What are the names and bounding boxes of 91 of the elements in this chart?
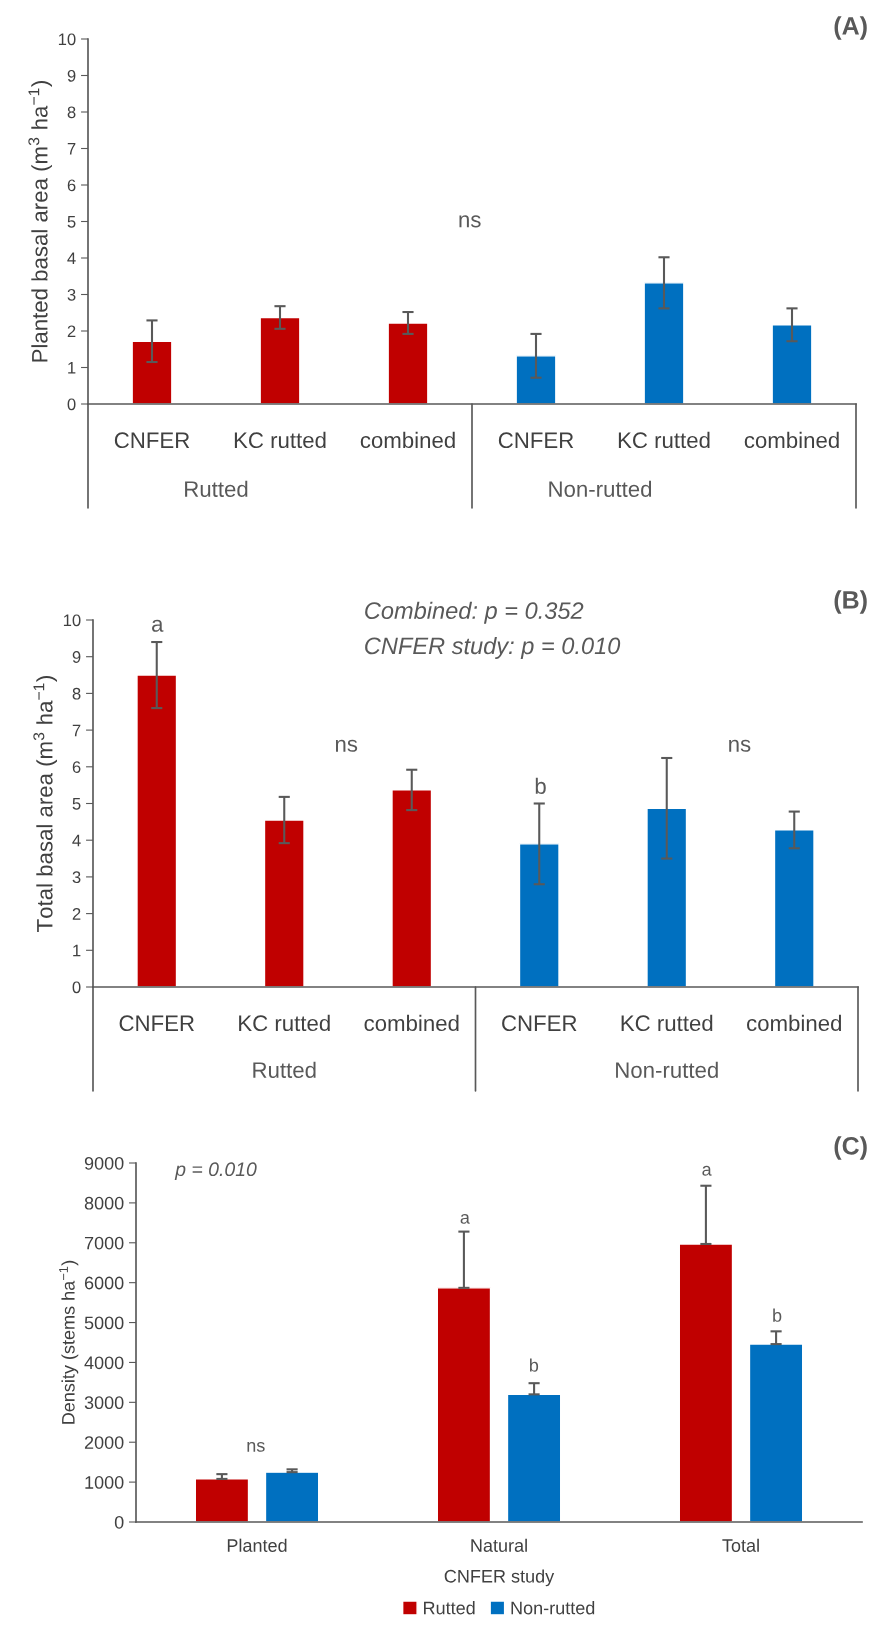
x-tick-label: Natural xyxy=(471,1538,527,1552)
legend-label: Rutted xyxy=(424,1601,475,1615)
y-tick-label: 4 xyxy=(67,252,76,265)
bar xyxy=(136,674,178,987)
bar xyxy=(131,340,173,404)
bar xyxy=(748,1343,804,1522)
bar xyxy=(678,1243,734,1522)
annotation: p = 0.010 xyxy=(174,1162,257,1180)
bar xyxy=(771,324,813,404)
legend-label: Non-rutted xyxy=(511,1601,595,1615)
y-tick-label: 2 xyxy=(67,325,76,338)
bar xyxy=(391,789,433,987)
annotation: CNFER study: p = 0.010 xyxy=(365,636,621,659)
annotation: ns xyxy=(729,739,751,752)
bar xyxy=(646,807,688,987)
bar xyxy=(259,316,301,404)
x-tick-label: combined xyxy=(360,431,455,449)
bar xyxy=(263,819,305,987)
x-tick-label: combined xyxy=(747,1014,841,1032)
y-tick-label: 3000 xyxy=(84,1396,124,1410)
y-tick-label: 4 xyxy=(72,834,81,847)
chart-title: (B) xyxy=(834,590,867,614)
bar xyxy=(773,829,815,987)
annotation: b xyxy=(773,1308,782,1322)
x-tick-label: KC rutted xyxy=(234,431,326,449)
chart-title: (C) xyxy=(834,1136,867,1160)
y-tick-label: 0 xyxy=(114,1515,124,1529)
bar xyxy=(387,322,429,404)
y-tick-label: 8 xyxy=(72,687,81,700)
y-tick-label: 2 xyxy=(72,908,81,920)
y-axis-title: Density (stems ha$^{−1}$) xyxy=(59,1260,79,1424)
text: Non-rutted xyxy=(549,480,652,497)
annotation: a xyxy=(702,1165,712,1176)
x-tick-label: CNFER xyxy=(502,1015,577,1032)
text: Non-rutted xyxy=(616,1061,718,1078)
y-tick-label: 8000 xyxy=(84,1196,124,1210)
y-tick-label: 0 xyxy=(67,398,76,411)
y-tick-label: 4000 xyxy=(84,1356,124,1370)
x-tick-label: KC rutted xyxy=(618,431,710,449)
y-tick-label: 10 xyxy=(58,33,76,46)
y-tick-label: 10 xyxy=(63,614,81,627)
x-tick-label: CNFER xyxy=(498,432,574,449)
annotation: Combined: p = 0.352 xyxy=(365,601,584,624)
y-tick-label: 9 xyxy=(72,651,81,663)
x-tick-label: combined xyxy=(744,431,839,449)
annotation: ns xyxy=(247,1441,265,1452)
y-tick-label: 3 xyxy=(72,871,81,884)
text: Rutted xyxy=(185,480,248,497)
y-tick-label: 2000 xyxy=(84,1436,124,1449)
text: Rutted xyxy=(253,1061,316,1078)
y-tick-label: 5 xyxy=(72,798,81,810)
y-tick-label: 7 xyxy=(72,724,81,737)
bar xyxy=(436,1287,492,1522)
annotation: b xyxy=(535,777,546,795)
y-tick-label: 6 xyxy=(67,179,76,192)
chart-title: (A) xyxy=(834,16,867,40)
annotation: ns xyxy=(335,739,358,752)
y-tick-label: 0 xyxy=(72,981,81,994)
x-tick-label: CNFER xyxy=(119,1015,194,1032)
y-tick-label: 3 xyxy=(67,288,76,301)
y-tick-label: 1 xyxy=(68,362,76,374)
y-tick-label: 9 xyxy=(67,69,76,82)
x-tick-label: CNFER xyxy=(114,432,190,449)
annotation: ns xyxy=(459,215,481,228)
y-tick-label: 7000 xyxy=(84,1236,124,1250)
x-axis-title: CNFER study xyxy=(444,1569,555,1587)
x-tick-label: KC rutted xyxy=(621,1014,713,1032)
bar xyxy=(194,1478,250,1522)
y-tick-label: 1000 xyxy=(85,1476,124,1489)
y-tick-label: 6000 xyxy=(84,1276,124,1290)
bar xyxy=(515,355,557,404)
y-tick-label: 6 xyxy=(72,761,81,773)
x-tick-label: combined xyxy=(364,1014,459,1032)
y-tick-label: 1 xyxy=(73,944,81,957)
y-tick-label: 5 xyxy=(67,216,76,228)
bar xyxy=(264,1471,320,1522)
y-tick-label: 5000 xyxy=(84,1316,124,1330)
x-tick-label: KC rutted xyxy=(239,1014,330,1032)
annotation: b xyxy=(529,1358,539,1372)
y-axis-title: Planted basal area (m$^{3}$ ha$^{−1}$) xyxy=(28,81,53,362)
annotation: a xyxy=(152,619,164,632)
x-tick-label: Planted xyxy=(227,1538,287,1552)
y-tick-label: 9000 xyxy=(84,1156,124,1170)
annotation: a xyxy=(460,1213,470,1224)
bar xyxy=(506,1393,562,1522)
x-tick-label: Total xyxy=(722,1538,759,1552)
y-axis-title: Total basal area (m$^{3}$ ha$^{−1}$) xyxy=(33,676,58,932)
bar xyxy=(643,282,685,404)
y-tick-label: 7 xyxy=(67,143,76,155)
bar xyxy=(518,843,560,987)
y-tick-label: 8 xyxy=(67,106,76,119)
